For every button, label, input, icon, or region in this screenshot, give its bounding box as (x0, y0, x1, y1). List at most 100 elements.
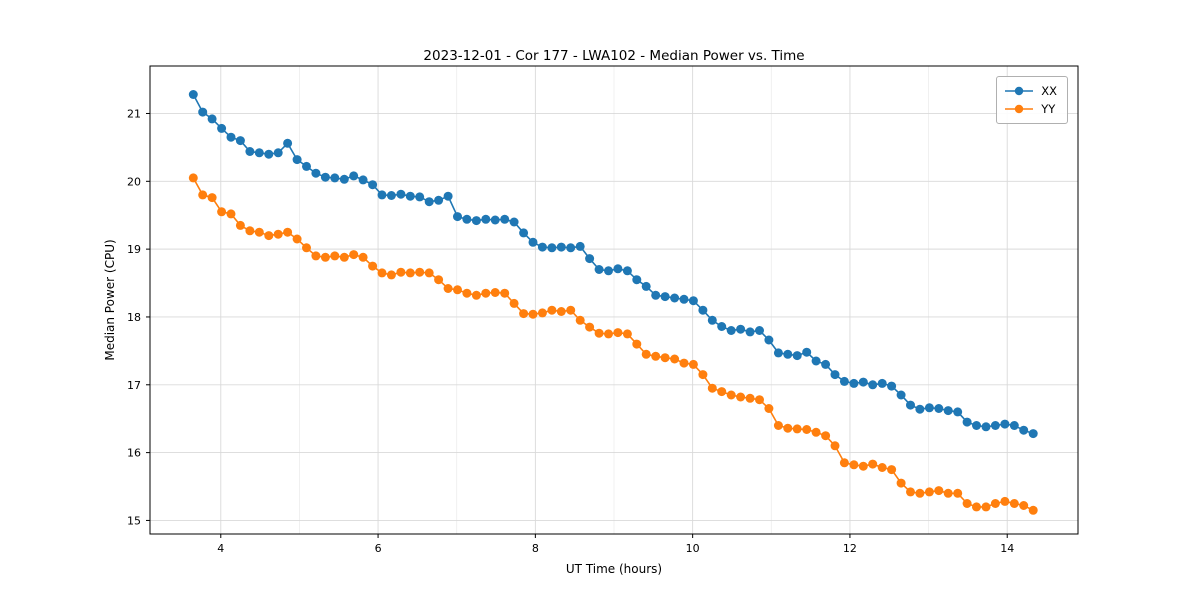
data-point (736, 324, 746, 334)
data-point (915, 488, 925, 498)
data-point (575, 315, 585, 325)
data-point (632, 275, 642, 285)
data-point (594, 265, 604, 274)
data-point (377, 190, 387, 200)
data-point (868, 380, 878, 390)
data-point (235, 220, 245, 230)
data-point (386, 270, 396, 280)
data-point (330, 251, 340, 261)
data-point (1019, 501, 1029, 510)
data-point (453, 285, 462, 295)
data-point (415, 192, 425, 202)
data-point (1009, 499, 1019, 508)
data-point (651, 351, 661, 361)
data-point (717, 322, 727, 331)
data-point (292, 155, 302, 165)
data-point (235, 136, 245, 146)
data-point (707, 383, 717, 393)
data-point (896, 390, 906, 400)
data-point (188, 173, 198, 183)
chart-title: 2023-12-01 - Cor 177 - LWA102 - Median P… (423, 48, 805, 64)
legend-label: YY (1041, 102, 1056, 116)
x-tick-label: 12 (843, 542, 857, 555)
data-point (566, 243, 576, 253)
data-point (830, 441, 840, 451)
data-point (660, 353, 670, 363)
data-point (302, 161, 311, 171)
data-point (509, 298, 519, 308)
data-point (641, 349, 651, 359)
data-point (981, 502, 991, 512)
data-point (302, 243, 311, 253)
x-tick-label: 6 (375, 542, 382, 555)
data-point (943, 406, 953, 416)
data-point (339, 174, 349, 184)
data-point (368, 261, 378, 271)
data-point (368, 180, 378, 190)
data-point (877, 378, 887, 388)
data-point (670, 293, 680, 303)
data-point (632, 339, 642, 349)
data-point (490, 215, 500, 225)
data-point (906, 400, 915, 410)
data-point (764, 335, 774, 345)
y-tick-label: 20 (127, 175, 141, 188)
data-point (670, 354, 680, 364)
data-point (320, 252, 330, 262)
data-point (396, 267, 406, 277)
data-point (254, 148, 264, 158)
data-point (962, 499, 972, 508)
data-point (528, 237, 538, 247)
data-point (811, 427, 821, 437)
data-point (254, 227, 264, 237)
data-point (745, 393, 755, 403)
data-point (283, 227, 293, 237)
data-point (330, 173, 340, 183)
data-point (273, 148, 283, 158)
data-point (688, 296, 698, 306)
data-point (773, 348, 783, 358)
data-point (849, 460, 859, 470)
data-point (500, 288, 510, 298)
data-point (811, 356, 821, 366)
data-point (990, 499, 1000, 508)
data-point (1019, 425, 1029, 435)
data-point (802, 347, 812, 357)
data-point (292, 234, 302, 244)
data-point (726, 326, 736, 335)
data-point (415, 267, 425, 277)
data-point (821, 431, 831, 441)
data-point (622, 329, 632, 339)
data-point (264, 149, 274, 159)
data-point (679, 294, 689, 304)
data-point (358, 252, 368, 262)
data-point (320, 172, 330, 182)
legend-item-YY: YY (1004, 100, 1057, 118)
data-point (906, 487, 915, 497)
data-point (471, 216, 481, 226)
data-point (490, 288, 500, 297)
series-line-YY (192, 177, 1034, 512)
data-point (698, 305, 708, 315)
data-point (245, 147, 255, 156)
data-point (1028, 429, 1038, 439)
data-point (839, 458, 849, 468)
data-point (500, 214, 510, 224)
data-point (575, 241, 585, 251)
data-point (849, 378, 859, 388)
data-point (1028, 505, 1038, 515)
y-tick-label: 15 (127, 514, 141, 527)
data-point (698, 370, 708, 380)
data-point (830, 370, 840, 380)
data-point (783, 349, 793, 359)
data-point (537, 308, 547, 318)
x-axis-label: UT Time (hours) (565, 562, 663, 576)
data-point (207, 114, 217, 124)
data-point (594, 328, 604, 338)
data-point (858, 377, 868, 387)
data-point (519, 228, 529, 238)
data-point (745, 327, 755, 337)
data-point (358, 175, 368, 185)
data-point (679, 358, 689, 368)
legend: XX YY (996, 76, 1068, 124)
